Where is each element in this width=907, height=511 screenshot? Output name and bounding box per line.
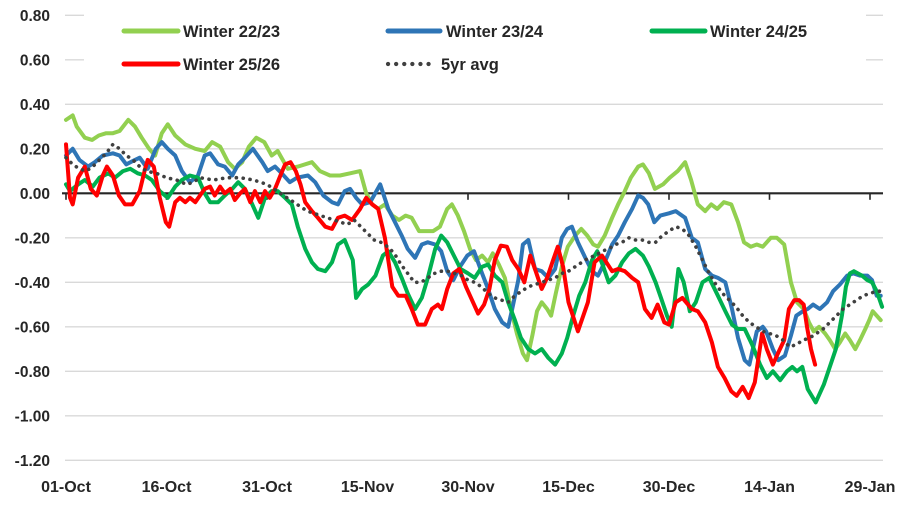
legend-label-5yr-avg: 5yr avg — [441, 56, 499, 74]
x-axis-label: 01-Oct — [41, 479, 91, 496]
series-line-winter-25-26 — [64, 142, 818, 400]
x-axis-label: 29-Jan — [845, 479, 896, 496]
y-axis-label: -0.80 — [15, 364, 50, 381]
x-axis-label: 15-Dec — [542, 479, 595, 496]
legend-item-winter-22-23: Winter 22/23 — [121, 23, 280, 41]
x-axis-label: 30-Nov — [441, 479, 494, 496]
y-axis-label: 0.80 — [20, 8, 50, 25]
series-line-winter-22-23 — [64, 113, 883, 363]
y-axis-label: -1.20 — [15, 453, 50, 470]
y-axis-label: 0.60 — [20, 52, 50, 69]
series-line-winter-24-25 — [64, 166, 885, 405]
legend-label-winter-25-26: Winter 25/26 — [183, 56, 280, 74]
y-axis-label: 0.40 — [20, 97, 50, 114]
x-axis-label: 14-Jan — [744, 479, 795, 496]
zero-axis-line — [62, 192, 883, 200]
y-axis-label: 0.00 — [20, 186, 50, 203]
legend-item-winter-24-25: Winter 24/25 — [649, 23, 807, 41]
series-line-winter-23-24 — [64, 140, 883, 367]
series-lines — [64, 113, 886, 405]
y-axis-label: -1.00 — [15, 408, 50, 425]
legend-item-winter-25-26: Winter 25/26 — [121, 56, 280, 74]
legend-background — [85, 6, 865, 94]
x-axis-label: 15-Nov — [341, 479, 394, 496]
legend-item-5yr-avg: 5yr avg — [385, 56, 499, 74]
legend-label-winter-22-23: Winter 22/23 — [183, 23, 280, 41]
legend: Winter 22/23 Winter 23/24 Winter 24/25 Wint… — [85, 6, 865, 94]
x-axis-label: 31-Oct — [242, 479, 292, 496]
series-line-5yr-avg — [64, 142, 886, 349]
y-axis-label: -0.60 — [15, 319, 50, 336]
x-axis-label: 16-Oct — [142, 479, 192, 496]
y-axis-label: 0.20 — [20, 141, 50, 158]
x-axis-label: 30-Dec — [643, 479, 696, 496]
legend-label-winter-23-24: Winter 23/24 — [446, 23, 544, 41]
legend-item-winter-23-24: Winter 23/24 — [385, 23, 544, 41]
legend-label-winter-24-25: Winter 24/25 — [710, 23, 807, 41]
y-axis-tick-labels: 0.80 0.60 0.40 0.20 0.00 -0.20 -0.40 -0.60 -0.80… — [15, 8, 50, 470]
y-axis-label: -0.40 — [15, 275, 50, 292]
x-axis-tick-labels: 01-Oct 16-Oct 31-Oct 15-Nov 30-Nov 15-Dec 30-D… — [41, 479, 895, 496]
y-axis-label: -0.20 — [15, 230, 50, 247]
